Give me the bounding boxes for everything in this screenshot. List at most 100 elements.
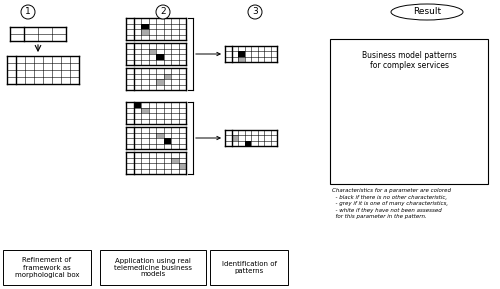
Bar: [156, 102, 164, 108]
Bar: [244, 51, 251, 57]
Bar: [378, 134, 383, 139]
Bar: [126, 84, 134, 90]
Bar: [126, 113, 134, 118]
Bar: [148, 54, 156, 60]
Bar: [126, 54, 134, 60]
Bar: [141, 138, 148, 144]
Bar: [388, 134, 394, 139]
Bar: [394, 119, 400, 124]
Bar: [156, 54, 164, 60]
Bar: [435, 134, 440, 139]
Bar: [148, 132, 156, 138]
Bar: [413, 124, 418, 129]
Bar: [134, 163, 141, 168]
Bar: [148, 152, 156, 158]
Bar: [164, 127, 171, 132]
Bar: [164, 73, 171, 79]
Bar: [251, 135, 258, 141]
Bar: [366, 129, 372, 134]
Bar: [164, 118, 171, 124]
Bar: [178, 168, 186, 174]
Bar: [372, 124, 378, 129]
Bar: [156, 163, 164, 168]
Bar: [164, 54, 171, 60]
Bar: [258, 130, 264, 135]
Bar: [134, 127, 141, 132]
Bar: [164, 108, 171, 113]
Bar: [164, 49, 171, 54]
Bar: [258, 141, 264, 146]
Bar: [171, 54, 178, 60]
Text: 1: 1: [25, 8, 31, 16]
Bar: [141, 158, 148, 163]
Bar: [244, 130, 251, 135]
Bar: [134, 29, 141, 34]
Bar: [178, 144, 186, 149]
Bar: [164, 18, 171, 23]
Bar: [134, 152, 141, 158]
Bar: [400, 129, 405, 134]
Bar: [134, 43, 141, 49]
Bar: [418, 119, 424, 124]
Bar: [134, 118, 141, 124]
Bar: [156, 158, 164, 163]
Bar: [156, 68, 164, 73]
Bar: [440, 129, 446, 134]
Bar: [435, 119, 440, 124]
Bar: [171, 84, 178, 90]
Bar: [178, 113, 186, 118]
Text: 2: 2: [160, 8, 166, 16]
Bar: [378, 129, 383, 134]
Bar: [171, 118, 178, 124]
Bar: [141, 34, 148, 40]
Bar: [378, 119, 383, 124]
Bar: [141, 144, 148, 149]
Bar: [418, 129, 424, 134]
Bar: [164, 23, 171, 29]
Bar: [424, 129, 430, 134]
Bar: [264, 51, 270, 57]
Bar: [148, 158, 156, 163]
Bar: [164, 79, 171, 84]
Circle shape: [156, 5, 170, 19]
Bar: [156, 73, 164, 79]
Bar: [156, 113, 164, 118]
Bar: [148, 102, 156, 108]
Bar: [156, 34, 164, 40]
Bar: [178, 158, 186, 163]
Bar: [430, 129, 435, 134]
Bar: [156, 49, 164, 54]
Bar: [134, 138, 141, 144]
Bar: [156, 168, 164, 174]
Bar: [394, 134, 400, 139]
Bar: [178, 163, 186, 168]
Bar: [178, 29, 186, 34]
Bar: [141, 60, 148, 65]
Bar: [134, 23, 141, 29]
Bar: [232, 51, 238, 57]
Bar: [435, 124, 440, 129]
Bar: [270, 57, 277, 62]
Bar: [171, 108, 178, 113]
Bar: [383, 129, 388, 134]
Bar: [372, 129, 378, 134]
Bar: [178, 60, 186, 65]
Bar: [148, 118, 156, 124]
Bar: [164, 113, 171, 118]
Bar: [171, 49, 178, 54]
Bar: [270, 141, 277, 146]
Bar: [126, 102, 134, 108]
Bar: [134, 144, 141, 149]
Bar: [3, 250, 91, 285]
Bar: [141, 132, 148, 138]
Bar: [148, 34, 156, 40]
Bar: [126, 127, 134, 132]
Bar: [238, 130, 244, 135]
Bar: [134, 84, 141, 90]
Bar: [171, 168, 178, 174]
Bar: [264, 130, 270, 135]
Bar: [148, 73, 156, 79]
Bar: [440, 134, 446, 139]
Bar: [232, 141, 238, 146]
Bar: [126, 34, 134, 40]
